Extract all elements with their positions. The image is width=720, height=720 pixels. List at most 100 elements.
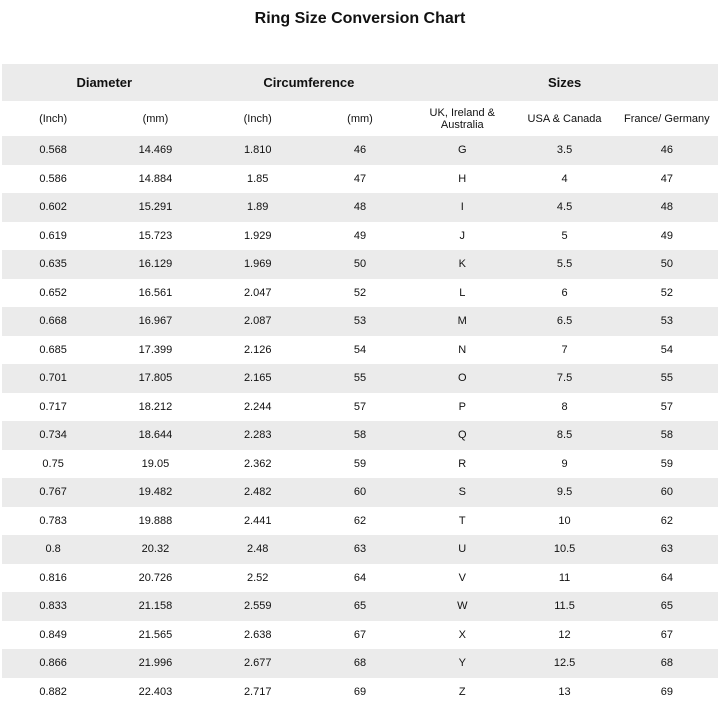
- cell-circumference-inch: 1.929: [206, 221, 309, 250]
- cell-circumference-inch: 2.047: [206, 278, 309, 307]
- column-header-usa: USA & Canada: [513, 101, 616, 136]
- cell-circumference-mm: 57: [308, 392, 412, 421]
- cell-diameter-inch: 0.866: [2, 649, 105, 678]
- cell-circumference-inch: 1.85: [206, 164, 309, 193]
- cell-diameter-mm: 17.805: [104, 364, 207, 393]
- cell-circumference-inch: 2.48: [206, 535, 309, 564]
- table-row: 0.619 15.723 1.929 49 J 5 49: [2, 221, 718, 250]
- cell-circumference-inch: 1.969: [206, 250, 309, 279]
- cell-usa-size: 9: [513, 449, 616, 478]
- table-row: 0.816 20.726 2.52 64 V 11 64: [2, 563, 718, 592]
- cell-diameter-inch: 0.586: [2, 164, 105, 193]
- cell-usa-size: 4.5: [513, 193, 616, 222]
- cell-france-size: 58: [615, 421, 718, 450]
- cell-circumference-inch: 2.165: [206, 364, 309, 393]
- table-row: 0.833 21.158 2.559 65 W 11.5 65: [2, 592, 718, 621]
- cell-usa-size: 6: [513, 278, 616, 307]
- cell-france-size: 48: [615, 193, 718, 222]
- cell-circumference-inch: 2.677: [206, 649, 309, 678]
- column-header-diameter-mm: (mm): [104, 101, 207, 136]
- group-header-circumference: Circumference: [206, 64, 412, 101]
- cell-uk-size: U: [411, 535, 514, 564]
- cell-uk-size: P: [411, 392, 514, 421]
- cell-france-size: 69: [615, 677, 718, 706]
- cell-circumference-mm: 60: [308, 478, 412, 507]
- cell-circumference-inch: 1.810: [206, 136, 309, 165]
- cell-circumference-inch: 1.89: [206, 193, 309, 222]
- cell-france-size: 60: [615, 478, 718, 507]
- cell-france-size: 68: [615, 649, 718, 678]
- cell-usa-size: 11.5: [513, 592, 616, 621]
- table-row: 0.586 14.884 1.85 47 H 4 47: [2, 164, 718, 193]
- table-row: 0.767 19.482 2.482 60 S 9.5 60: [2, 478, 718, 507]
- cell-circumference-inch: 2.244: [206, 392, 309, 421]
- cell-usa-size: 12.5: [513, 649, 616, 678]
- cell-circumference-inch: 2.559: [206, 592, 309, 621]
- cell-circumference-mm: 53: [308, 307, 412, 336]
- cell-france-size: 53: [615, 307, 718, 336]
- cell-diameter-inch: 0.8: [2, 535, 105, 564]
- cell-diameter-inch: 0.75: [2, 449, 105, 478]
- cell-diameter-mm: 22.403: [104, 677, 207, 706]
- cell-usa-size: 8: [513, 392, 616, 421]
- cell-usa-size: 12: [513, 620, 616, 649]
- cell-circumference-inch: 2.717: [206, 677, 309, 706]
- table-row: 0.866 21.996 2.677 68 Y 12.5 68: [2, 649, 718, 678]
- cell-diameter-mm: 14.884: [104, 164, 207, 193]
- cell-diameter-mm: 16.129: [104, 250, 207, 279]
- cell-usa-size: 8.5: [513, 421, 616, 450]
- cell-diameter-mm: 18.212: [104, 392, 207, 421]
- cell-diameter-mm: 14.469: [104, 136, 207, 165]
- cell-circumference-inch: 2.362: [206, 449, 309, 478]
- table-row: 0.685 17.399 2.126 54 N 7 54: [2, 335, 718, 364]
- cell-diameter-inch: 0.635: [2, 250, 105, 279]
- cell-diameter-inch: 0.685: [2, 335, 105, 364]
- cell-usa-size: 13: [513, 677, 616, 706]
- cell-france-size: 47: [615, 164, 718, 193]
- cell-france-size: 67: [615, 620, 718, 649]
- table-row: 0.602 15.291 1.89 48 I 4.5 48: [2, 193, 718, 222]
- cell-circumference-inch: 2.087: [206, 307, 309, 336]
- cell-france-size: 49: [615, 221, 718, 250]
- cell-france-size: 65: [615, 592, 718, 621]
- table-row: 0.8 20.32 2.48 63 U 10.5 63: [2, 535, 718, 564]
- cell-diameter-mm: 17.399: [104, 335, 207, 364]
- table-row: 0.734 18.644 2.283 58 Q 8.5 58: [2, 421, 718, 450]
- cell-france-size: 59: [615, 449, 718, 478]
- cell-uk-size: W: [411, 592, 514, 621]
- cell-france-size: 64: [615, 563, 718, 592]
- cell-usa-size: 9.5: [513, 478, 616, 507]
- table-row: 0.75 19.05 2.362 59 R 9 59: [2, 449, 718, 478]
- cell-circumference-mm: 59: [308, 449, 412, 478]
- cell-diameter-mm: 21.158: [104, 592, 207, 621]
- cell-circumference-mm: 48: [308, 193, 412, 222]
- cell-circumference-mm: 67: [308, 620, 412, 649]
- cell-circumference-inch: 2.126: [206, 335, 309, 364]
- cell-diameter-mm: 20.726: [104, 563, 207, 592]
- column-header-circumference-inch: (Inch): [206, 101, 309, 136]
- cell-circumference-inch: 2.482: [206, 478, 309, 507]
- cell-diameter-inch: 0.602: [2, 193, 105, 222]
- cell-uk-size: G: [411, 136, 514, 165]
- cell-diameter-inch: 0.668: [2, 307, 105, 336]
- cell-diameter-mm: 19.482: [104, 478, 207, 507]
- table-row: 0.652 16.561 2.047 52 L 6 52: [2, 278, 718, 307]
- cell-circumference-mm: 69: [308, 677, 412, 706]
- cell-usa-size: 6.5: [513, 307, 616, 336]
- cell-usa-size: 3.5: [513, 136, 616, 165]
- cell-usa-size: 4: [513, 164, 616, 193]
- cell-circumference-mm: 54: [308, 335, 412, 364]
- cell-diameter-mm: 19.05: [104, 449, 207, 478]
- cell-diameter-inch: 0.652: [2, 278, 105, 307]
- cell-diameter-mm: 21.565: [104, 620, 207, 649]
- cell-diameter-inch: 0.734: [2, 421, 105, 450]
- cell-usa-size: 11: [513, 563, 616, 592]
- ring-size-table: Diameter Circumference Sizes (Inch) (mm)…: [2, 64, 718, 706]
- cell-uk-size: M: [411, 307, 514, 336]
- cell-circumference-mm: 68: [308, 649, 412, 678]
- cell-circumference-mm: 65: [308, 592, 412, 621]
- cell-diameter-inch: 0.849: [2, 620, 105, 649]
- cell-diameter-mm: 18.644: [104, 421, 207, 450]
- table-row: 0.882 22.403 2.717 69 Z 13 69: [2, 677, 718, 706]
- cell-uk-size: Q: [411, 421, 514, 450]
